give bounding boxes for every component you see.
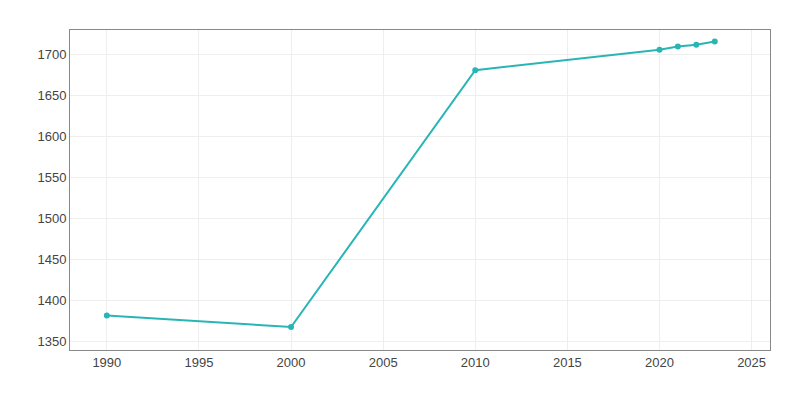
svg-text:1550: 1550 [37, 170, 66, 185]
svg-text:2000: 2000 [277, 355, 306, 370]
svg-text:1700: 1700 [37, 47, 66, 62]
svg-text:2005: 2005 [369, 355, 398, 370]
svg-text:2010: 2010 [461, 355, 490, 370]
svg-text:2025: 2025 [737, 355, 766, 370]
svg-text:1650: 1650 [37, 88, 66, 103]
svg-text:2020: 2020 [645, 355, 674, 370]
svg-text:1350: 1350 [37, 334, 66, 349]
svg-text:2015: 2015 [553, 355, 582, 370]
svg-text:1400: 1400 [37, 293, 66, 308]
svg-text:1600: 1600 [37, 129, 66, 144]
svg-text:1990: 1990 [92, 355, 121, 370]
svg-text:1995: 1995 [184, 355, 213, 370]
svg-text:1500: 1500 [37, 211, 66, 226]
svg-text:1450: 1450 [37, 252, 66, 267]
